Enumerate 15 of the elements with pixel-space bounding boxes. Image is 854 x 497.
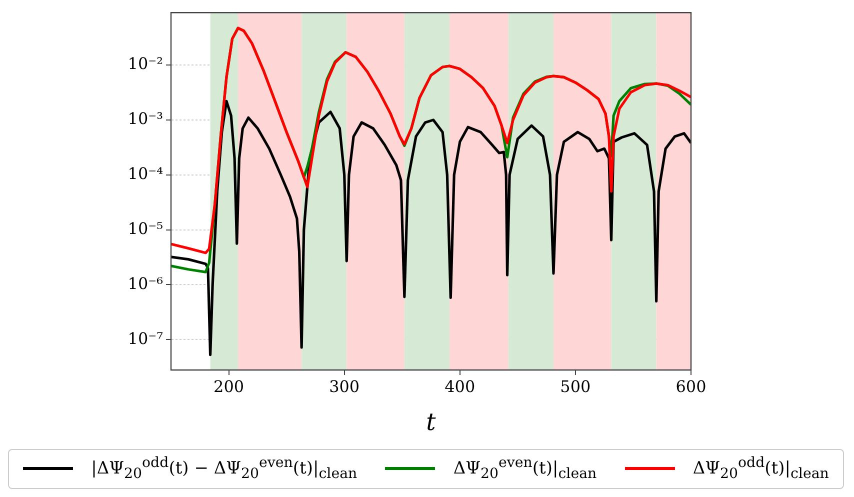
x-tick-label: 600: [676, 376, 706, 396]
y-tick-label: 10⁻⁴: [128, 164, 163, 184]
legend-label: ΔΨ$_{20}$$^{odd}$(t)|$_{clean}$: [692, 455, 829, 483]
x-axis-title: t: [426, 408, 436, 436]
x-tick-label: 300: [329, 376, 360, 396]
x-tick-label: 400: [444, 376, 476, 396]
y-tick-label: 10⁻³: [128, 109, 163, 128]
legend-label: |ΔΨ$_{20}$$^{odd}$(t) − ΔΨ$_{20}$$^{even}$(t)|$_{clean}$: [91, 455, 358, 483]
y-tick-label: 10⁻²: [128, 54, 163, 74]
legend-label: ΔΨ$_{20}$$^{even}$(t)|$_{clean}$: [453, 455, 597, 483]
x-tick-label: 500: [560, 376, 591, 396]
y-tick-label: 10⁻⁷: [128, 328, 163, 348]
y-tick-label: 10⁻⁵: [128, 218, 163, 238]
y-tick-label: 10⁻⁶: [128, 274, 163, 293]
x-tick-label: 200: [214, 376, 244, 396]
